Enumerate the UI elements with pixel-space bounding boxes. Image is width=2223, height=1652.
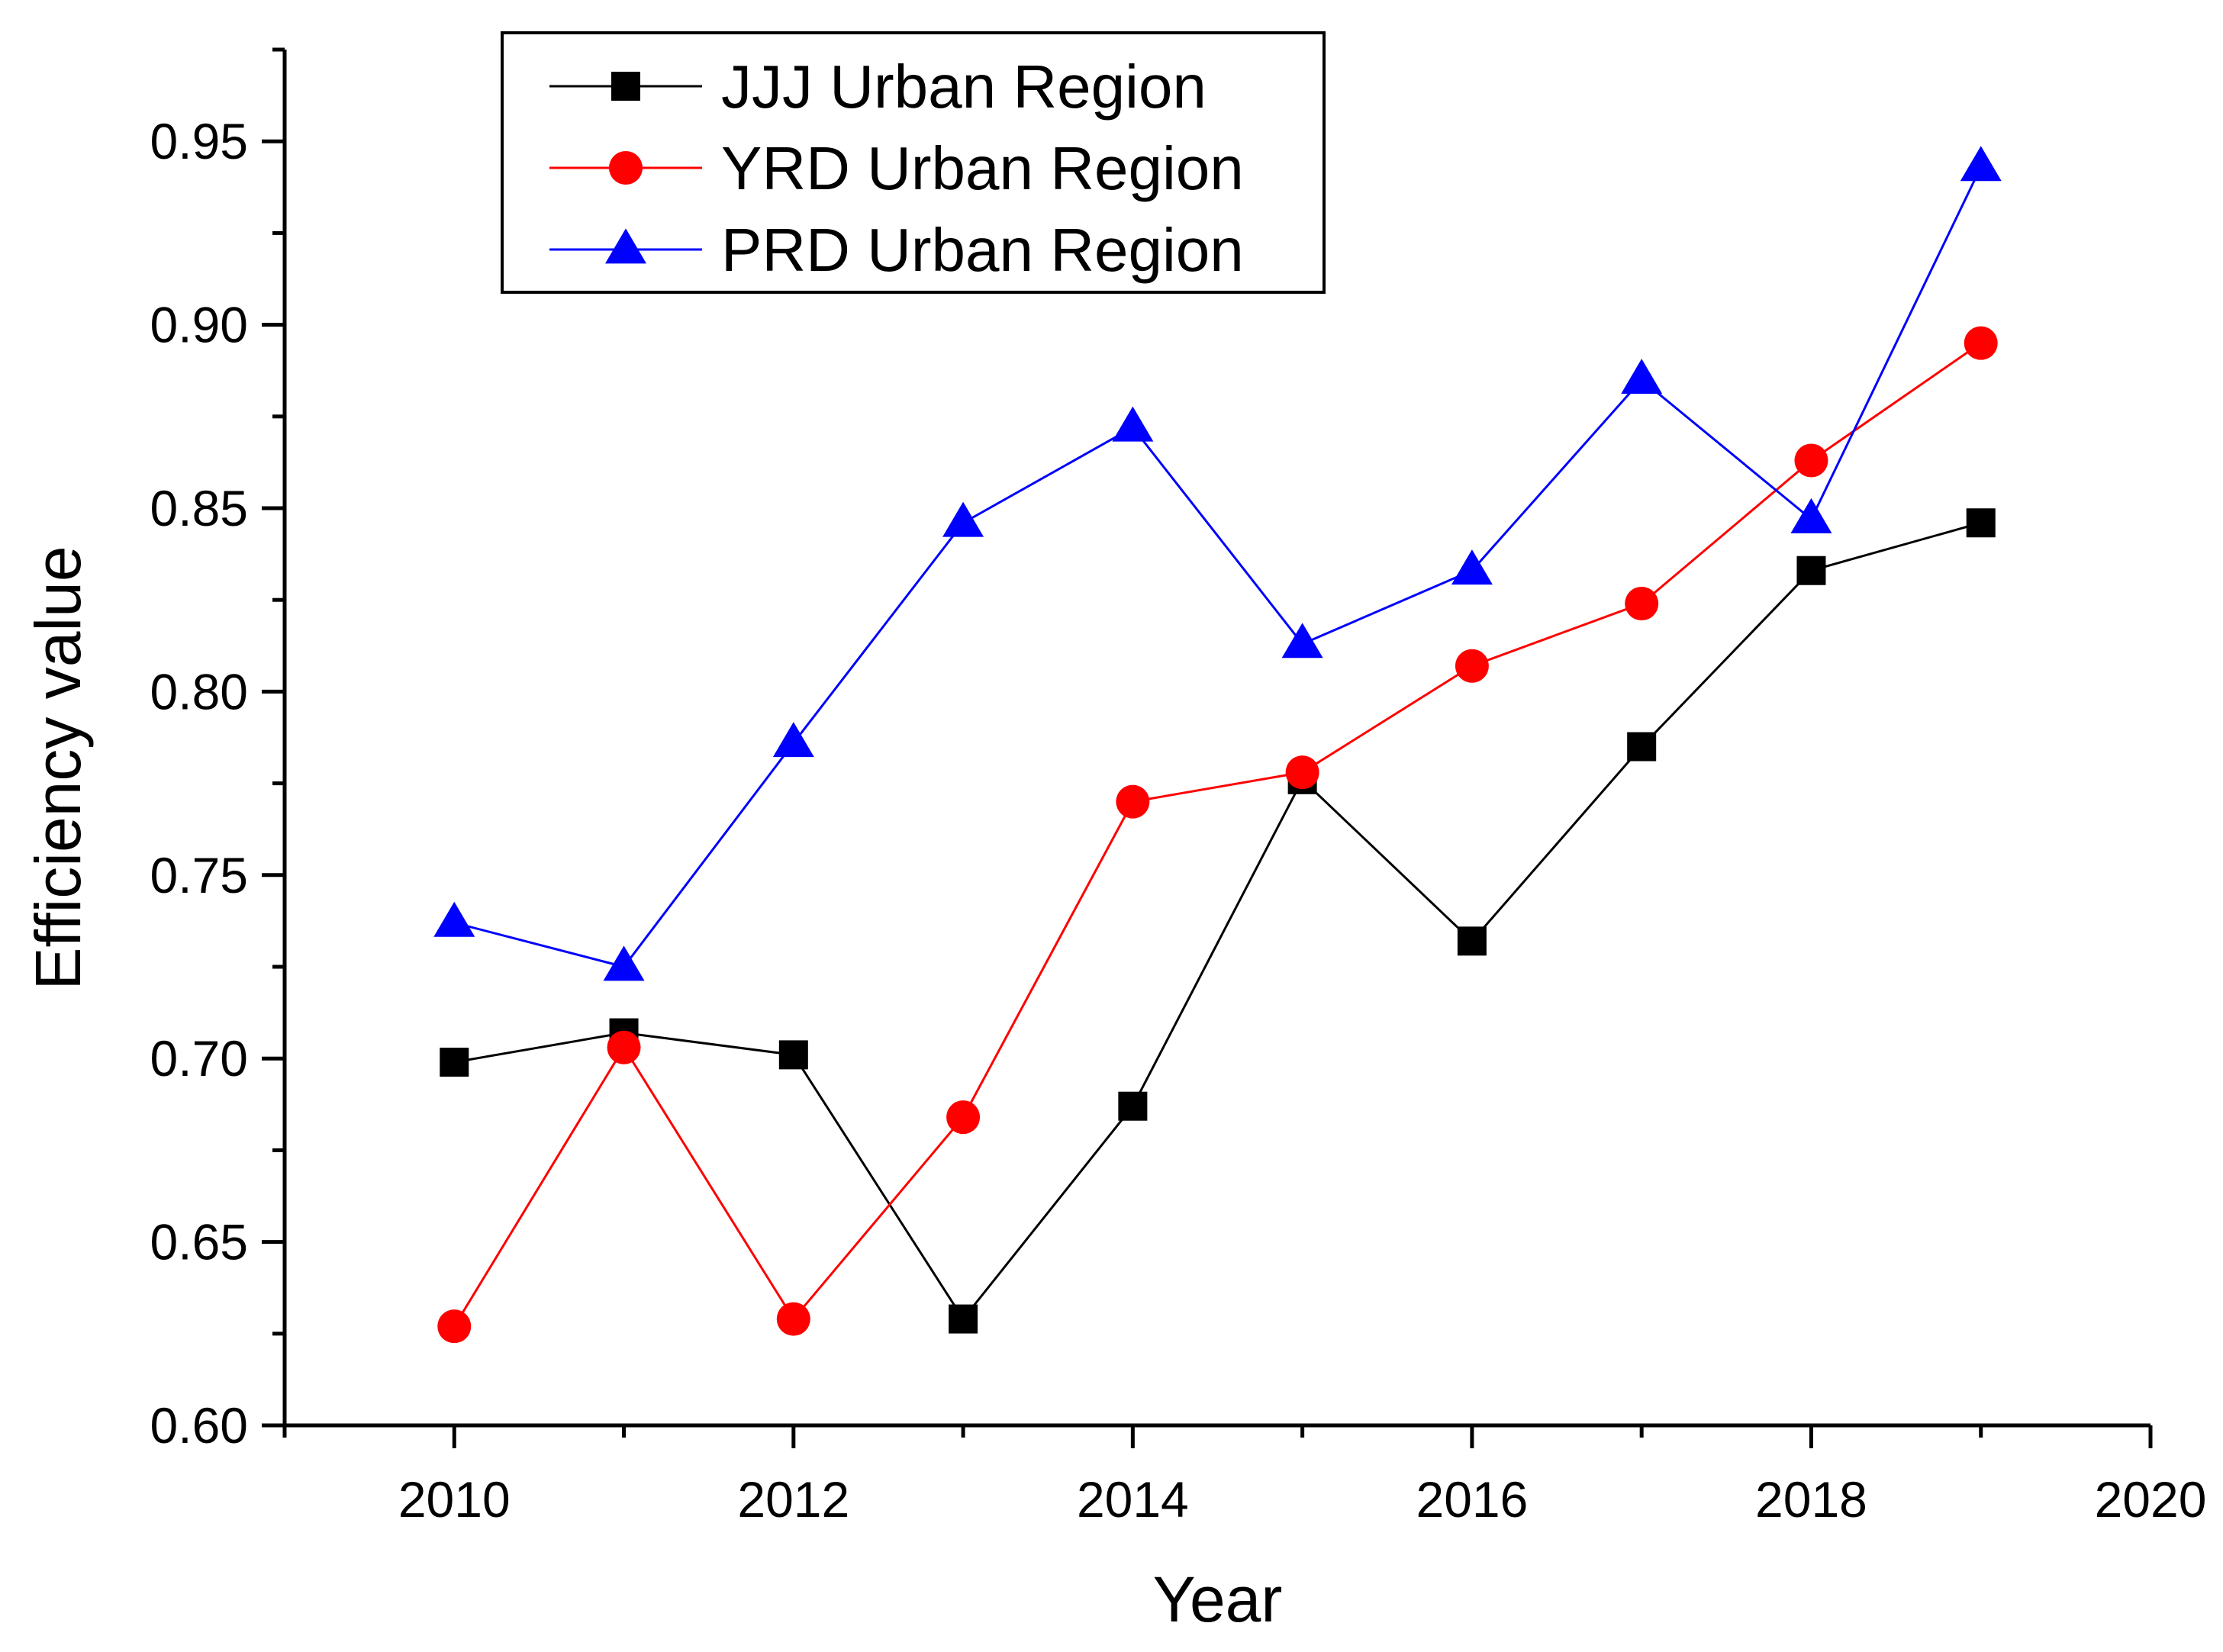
data-point	[1621, 359, 1663, 394]
series-line	[453, 166, 1983, 968]
data-point	[778, 1040, 808, 1070]
data-point	[1966, 508, 1996, 538]
legend-label: PRD Urban Region	[721, 216, 1244, 284]
y-tick-label: 0.85	[150, 480, 248, 536]
x-tick-label: 2016	[1416, 1471, 1528, 1528]
data-point	[1794, 443, 1828, 478]
x-tick-label: 2012	[737, 1471, 849, 1528]
data-point	[607, 1030, 641, 1064]
data-point	[1112, 406, 1154, 442]
series-jjj	[440, 508, 1996, 1334]
y-tick-label: 0.70	[150, 1030, 248, 1087]
legend-marker	[609, 151, 643, 185]
data-point	[437, 1309, 472, 1344]
data-point	[1116, 784, 1150, 819]
series-prd	[433, 146, 2002, 981]
legend-item: PRD Urban Region	[549, 216, 1244, 284]
data-point	[1790, 498, 1832, 533]
data-point	[1285, 755, 1319, 790]
data-point	[772, 722, 814, 758]
data-point	[1796, 555, 1826, 585]
data-point	[1625, 587, 1659, 621]
legend-label: JJJ Urban Region	[721, 53, 1207, 121]
data-point	[1964, 326, 1998, 360]
legend-marker	[605, 228, 646, 264]
legend-label: YRD Urban Region	[721, 134, 1244, 202]
y-tick-label: 0.75	[150, 847, 248, 903]
y-tick-label: 0.60	[150, 1397, 248, 1454]
data-point	[942, 501, 984, 537]
data-point	[433, 901, 475, 937]
data-point	[1451, 549, 1493, 585]
legend-item: YRD Urban Region	[549, 134, 1244, 202]
data-point	[440, 1048, 469, 1077]
data-point	[949, 1304, 978, 1334]
data-point	[1457, 926, 1487, 956]
series-line	[453, 342, 1982, 1327]
data-point	[946, 1100, 981, 1135]
x-axis-title: Year	[1153, 1563, 1283, 1635]
data-point	[1627, 732, 1657, 762]
axes: 0.60 0.65 0.70 0.75 0.80 0.85 0.90 0.95 2010 2012…	[150, 47, 2207, 1528]
data-point	[1960, 146, 2002, 182]
y-tick-label: 0.65	[150, 1214, 248, 1270]
data-point	[1118, 1091, 1148, 1121]
legend-marker	[611, 72, 640, 101]
y-tick-label: 0.90	[150, 297, 248, 353]
data-point	[603, 945, 645, 981]
x-tick-label: 2020	[2095, 1471, 2207, 1528]
x-tick-label: 2014	[1077, 1471, 1189, 1528]
legend: JJJ Urban Region YRD Urban Region PRD Urba…	[501, 31, 1326, 294]
x-tick-label: 2018	[1755, 1471, 1867, 1528]
data-point	[1455, 649, 1489, 683]
y-tick-label: 0.80	[150, 663, 248, 720]
series-line	[454, 521, 1982, 1322]
x-tick-label: 2010	[398, 1471, 511, 1528]
data-point	[776, 1302, 810, 1336]
data-point	[1281, 623, 1323, 659]
y-tick-label: 0.95	[150, 113, 248, 169]
series-yrd	[437, 326, 1998, 1344]
y-axis-title: Efficiency value	[22, 546, 94, 990]
series-layer	[433, 146, 2002, 1344]
legend-item: JJJ Urban Region	[549, 53, 1207, 121]
